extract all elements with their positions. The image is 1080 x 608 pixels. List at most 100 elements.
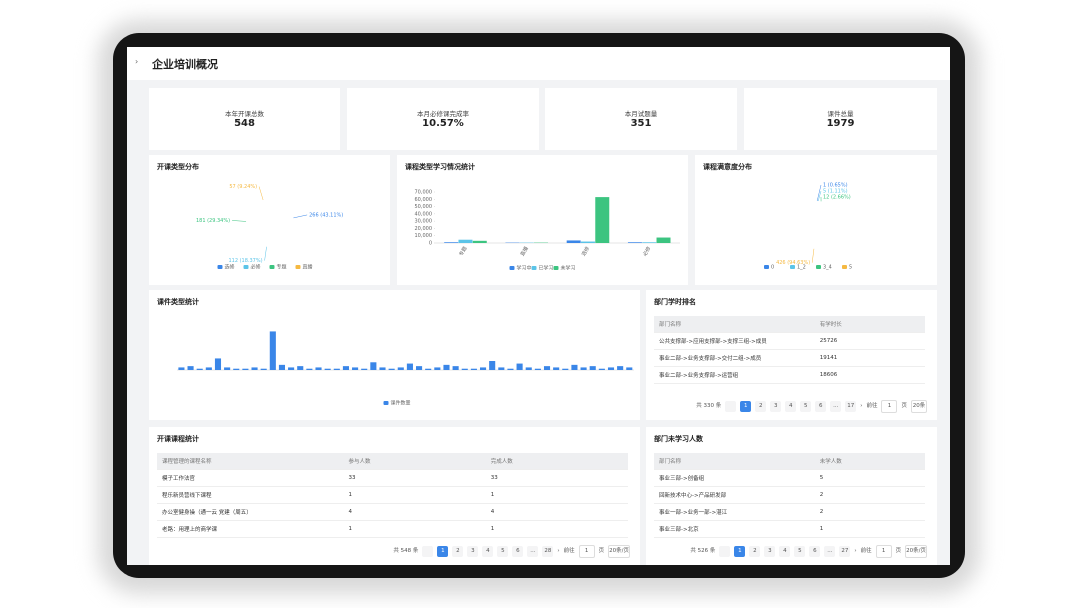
column-header: 参与人数	[343, 453, 486, 470]
page-button[interactable]: 5	[497, 546, 509, 557]
table-header-row: 部门名称 未学人数	[654, 453, 925, 470]
nav-arrow[interactable]: ›	[135, 57, 139, 66]
next-button[interactable]: ›	[557, 548, 560, 554]
page-button[interactable]: 5	[794, 546, 806, 557]
table-row: 事业三部->创备组 5	[654, 469, 925, 487]
page-button[interactable]: 28	[542, 546, 554, 557]
page-button[interactable]: 1	[734, 546, 746, 557]
stat-label: 本月必修课完成率	[417, 110, 469, 118]
page-button[interactable]: 5	[800, 401, 812, 412]
page-button[interactable]: ...	[527, 546, 539, 557]
stat-value: 351	[630, 118, 652, 129]
goto-label: 前往	[866, 403, 878, 409]
table-cell: 1	[343, 520, 486, 538]
leader-line	[816, 184, 822, 202]
column-header: 完成人数	[485, 453, 628, 470]
page-button[interactable]: ...	[824, 546, 836, 557]
legend-label: 1_2	[797, 265, 806, 271]
page-button[interactable]: 6	[512, 546, 524, 557]
page-unit: 页	[901, 403, 907, 409]
table-row: 程乐新员营线下课程 1 1	[157, 486, 628, 504]
bar	[607, 367, 615, 370]
bar	[461, 368, 468, 370]
card: 课程满意度分布 1 (0.65%) 5 (1.11%) 12 (2.66%) 426 (…	[695, 155, 937, 285]
page-input[interactable]: 1	[875, 545, 892, 558]
page-button[interactable]: 3	[467, 546, 479, 557]
y-tick-label: 0	[429, 241, 432, 247]
leader-line	[258, 186, 264, 201]
column-header: 部门名称	[654, 453, 815, 470]
page-button[interactable]: 3	[764, 546, 776, 557]
leader-line	[264, 246, 267, 261]
card: 课件类型统计 课件数量	[149, 290, 640, 420]
page-unit: 页	[895, 548, 902, 554]
card: 本月必修课完成率 10.57%	[347, 88, 539, 150]
bar	[472, 240, 487, 243]
page-input[interactable]: 1	[578, 545, 595, 558]
page-button[interactable]: 4	[779, 546, 791, 557]
next-button[interactable]: ›	[854, 548, 857, 554]
card-title: 部门未学习人数	[654, 435, 703, 443]
bar	[553, 367, 560, 370]
table-cell: 程乐新员营线下课程	[157, 486, 344, 504]
table-cell: 19141	[814, 349, 925, 367]
bar	[479, 367, 487, 370]
bar	[178, 367, 185, 370]
stat-value: 1979	[826, 118, 855, 129]
bar	[342, 366, 349, 370]
next-button[interactable]: ›	[860, 403, 863, 409]
page-button[interactable]: 1	[740, 401, 752, 412]
legend-swatch	[816, 265, 821, 269]
page-button[interactable]: ...	[830, 401, 842, 412]
page-size[interactable]: 20条/页	[608, 545, 630, 558]
legend-swatch	[842, 265, 847, 269]
pie-label: 426 (94.63%)	[776, 260, 810, 266]
x-tick-label: 必修	[641, 245, 652, 257]
x-tick-label: 直播	[519, 245, 530, 257]
table-cell: 1	[485, 520, 628, 538]
page-button[interactable]: 6	[809, 546, 821, 557]
legend-swatch	[764, 265, 769, 269]
legend-swatch	[383, 401, 389, 405]
bar	[580, 241, 595, 243]
page-button[interactable]: 2	[452, 546, 464, 557]
prev-button[interactable]	[719, 546, 731, 557]
page-button[interactable]: 27	[839, 546, 851, 557]
legend-swatch	[295, 265, 301, 269]
page-size[interactable]: 20条	[911, 400, 927, 413]
table-row: 事业二部->业务支撑部->运营组 18606	[654, 366, 925, 384]
table-cell: 33	[485, 469, 628, 487]
x-tick-label: 专题	[458, 245, 469, 257]
bar	[489, 361, 496, 370]
total-count: 共 330 条	[696, 403, 722, 409]
page-button[interactable]: 4	[785, 401, 797, 412]
page-button[interactable]: 2	[749, 546, 761, 557]
table-row: 老路：用理上的商学课 1 1	[157, 520, 628, 538]
page-button[interactable]: 1	[437, 546, 449, 557]
bar	[534, 368, 541, 370]
page-size[interactable]: 20条/页	[905, 545, 927, 558]
bar	[516, 363, 523, 370]
table-cell: 事业二部->业务支撑部->交付二组->成员	[654, 349, 815, 367]
leader-line	[293, 214, 308, 219]
stat-label: 本年开课总数	[225, 110, 264, 118]
card: 部门未学习人数 部门名称 未学人数 事业三部->创备组 5 回新技术中心->产品研发部 2 事…	[646, 427, 937, 565]
page-button[interactable]: 4	[482, 546, 494, 557]
pie-chart: 1 (0.65%)5 (1.11%)12 (2.66%) 426 (94.63%)…	[764, 183, 852, 271]
bar	[571, 364, 578, 370]
pagination: 共 548 条 1 2 3 4 5 6... 28 › 前往 1 页 20条/页	[393, 545, 630, 558]
page-button[interactable]: 17	[845, 401, 857, 412]
bar	[233, 368, 240, 370]
page-input[interactable]: 1	[881, 400, 898, 413]
stat-value: 10.57%	[422, 118, 464, 129]
table-cell: 办公室健身操（通一云 党建（周五）	[157, 503, 344, 521]
prev-button[interactable]	[725, 401, 737, 412]
page-button[interactable]: 6	[815, 401, 827, 412]
table-cell: 4	[485, 503, 628, 521]
legend-label: 3_4	[823, 265, 832, 271]
prev-button[interactable]	[422, 546, 434, 557]
page-button[interactable]: 3	[770, 401, 782, 412]
page-button[interactable]: 2	[755, 401, 767, 412]
bar	[251, 367, 258, 370]
column-header: 部门名称	[654, 316, 815, 333]
